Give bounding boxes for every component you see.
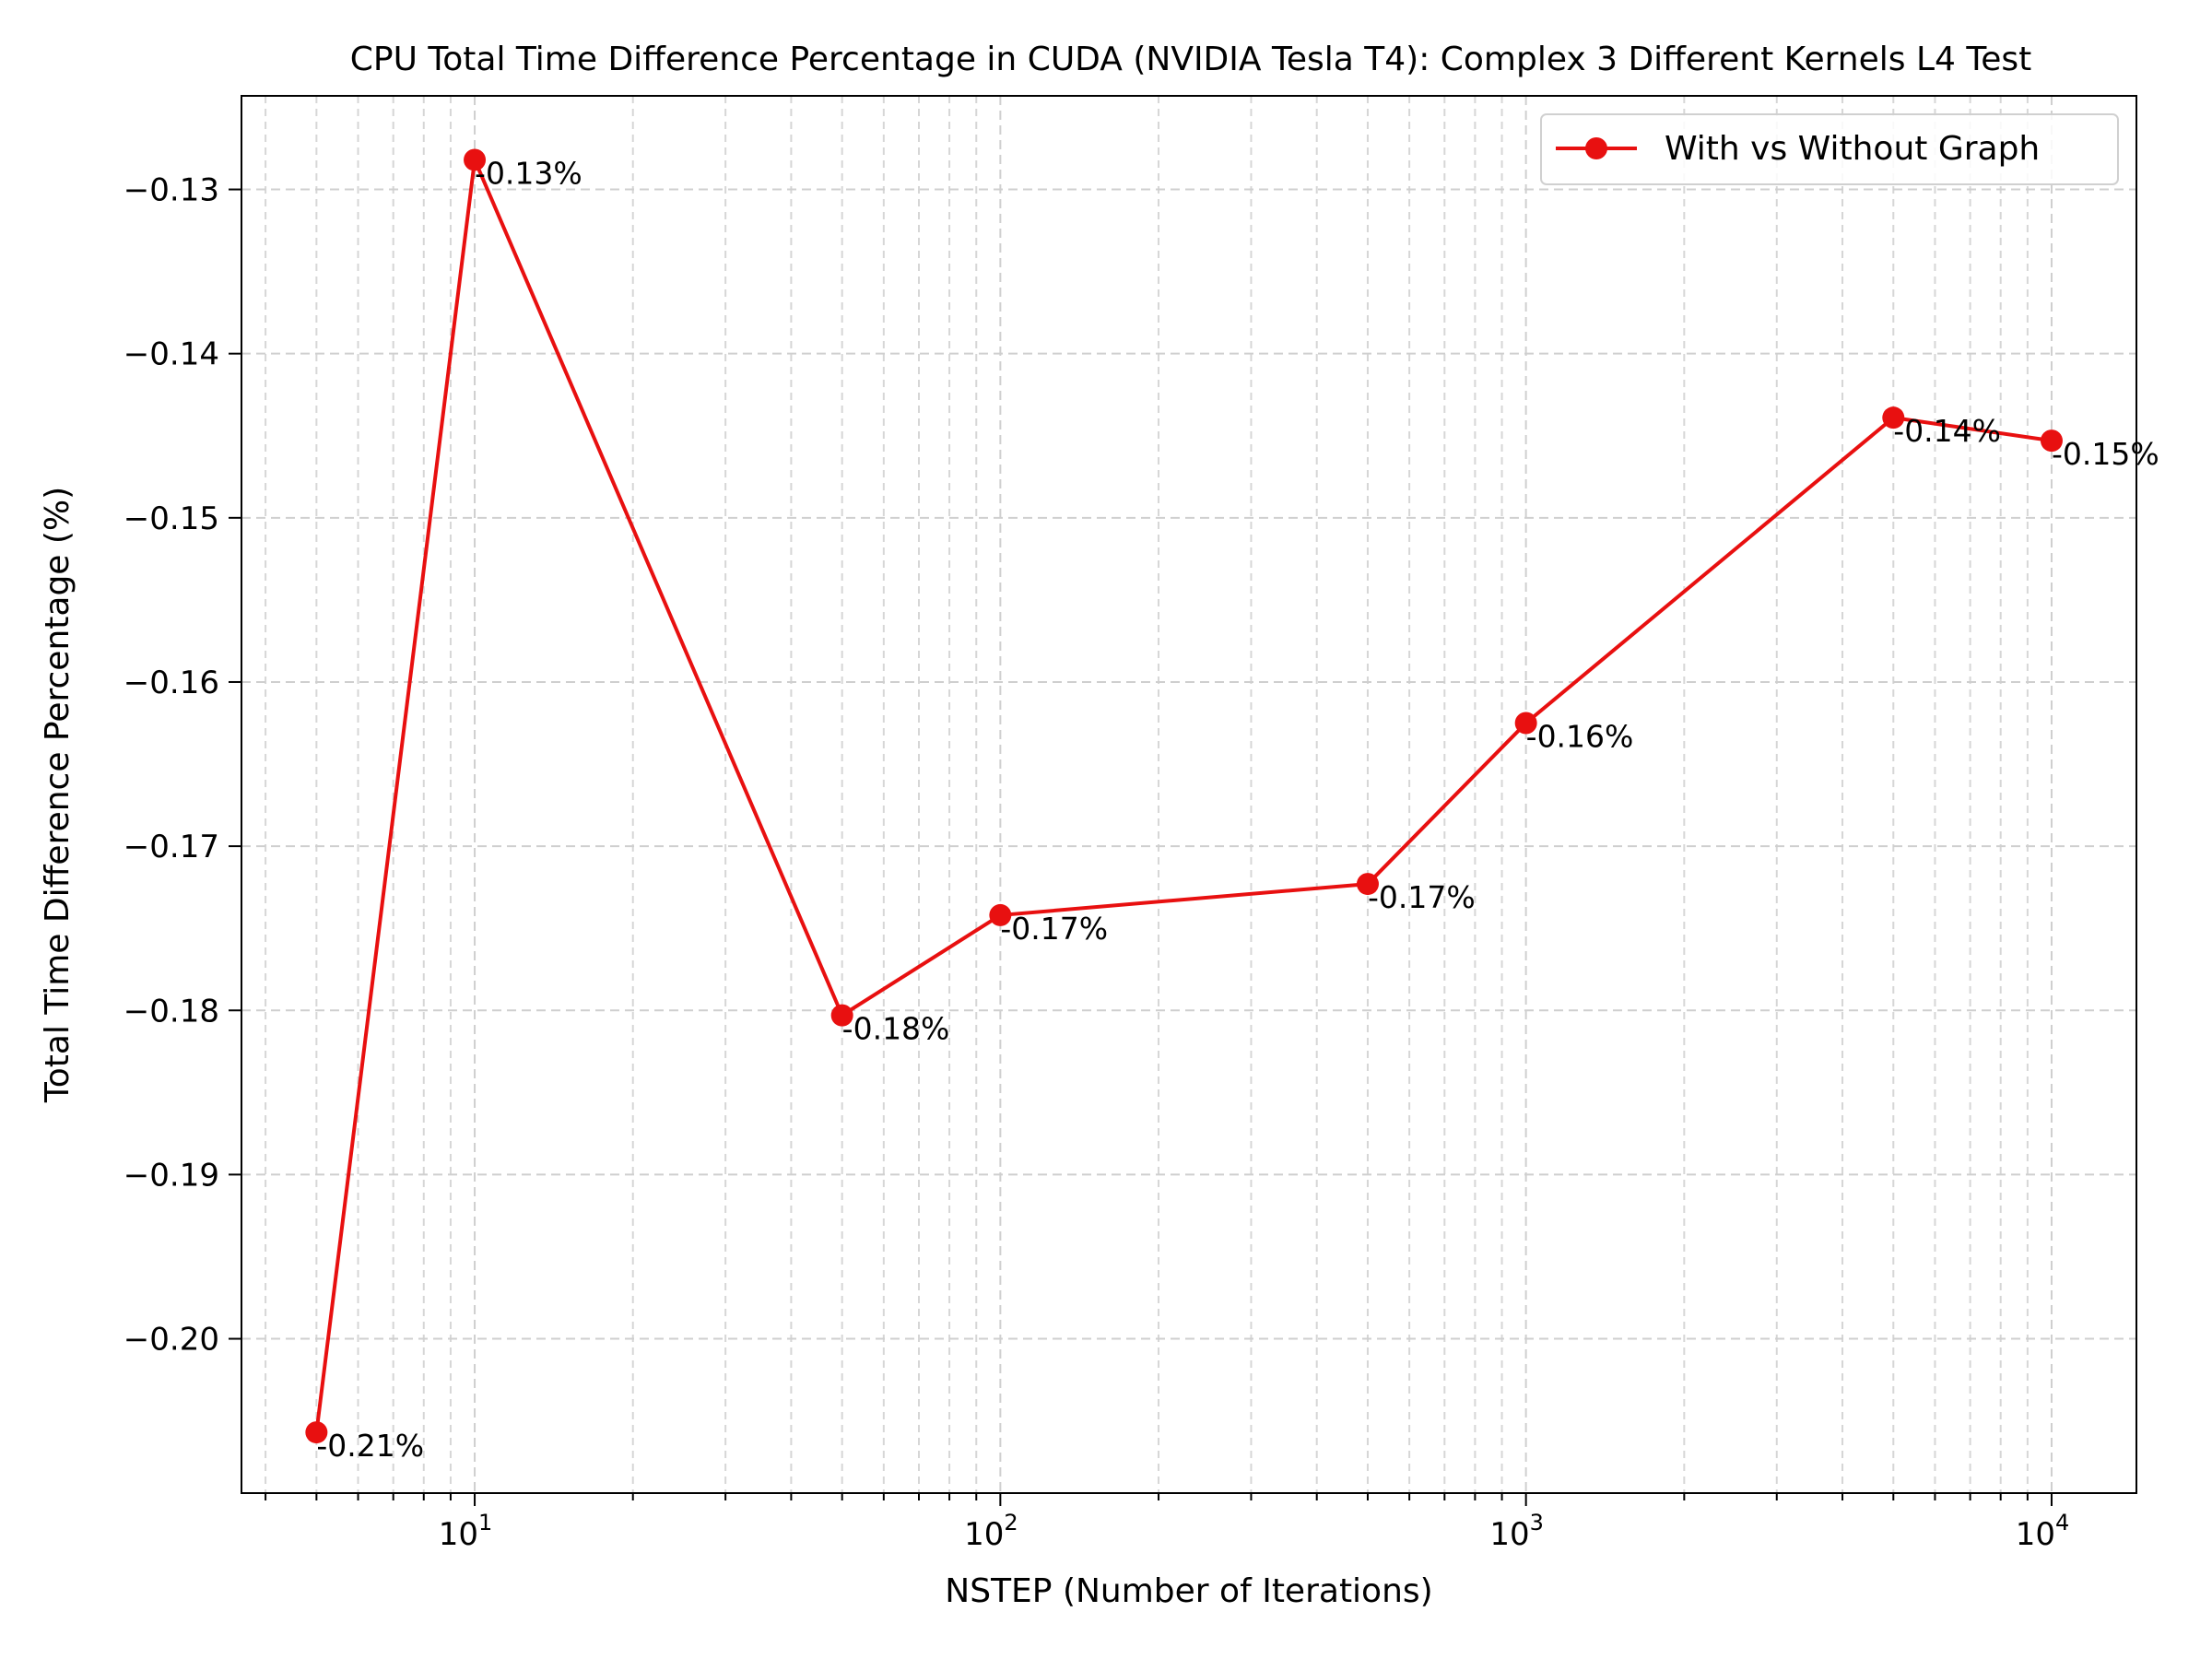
data-labels: -0.21% -0.13% -0.18% -0.17% -0.17% -0.16% -0.1… bbox=[316, 155, 2159, 1464]
x-tick-label: 103 bbox=[1489, 1510, 1544, 1553]
data-point-label: -0.21% bbox=[316, 1428, 424, 1464]
series-layer bbox=[305, 148, 2063, 1444]
legend-marker-swatch bbox=[1585, 137, 1607, 159]
data-point-marker bbox=[1514, 712, 1537, 735]
y-tick-label: −0.19 bbox=[124, 1157, 219, 1194]
legend-label: With vs Without Graph bbox=[1665, 130, 2040, 168]
y-tick-label: −0.13 bbox=[124, 172, 219, 209]
data-point-marker bbox=[989, 903, 1012, 926]
data-point-label: -0.14% bbox=[1893, 413, 2001, 449]
chart-title: CPU Total Time Difference Percentage in … bbox=[350, 41, 2032, 78]
grid-lines bbox=[241, 96, 2136, 1493]
data-point-label: -0.18% bbox=[842, 1011, 950, 1047]
y-tick-label: −0.18 bbox=[124, 993, 219, 1030]
series-line bbox=[314, 158, 2053, 1433]
x-tick-label: 104 bbox=[2016, 1510, 2070, 1553]
legend-box bbox=[1540, 113, 2119, 185]
plot-frame bbox=[241, 95, 2137, 1494]
legend: With vs Without Graph bbox=[1540, 113, 2119, 185]
x-axis-label: NSTEP (Number of Iterations) bbox=[945, 1572, 1432, 1610]
y-tick-label: −0.15 bbox=[124, 500, 219, 537]
data-point-marker bbox=[305, 1421, 328, 1444]
y-tick-label: −0.17 bbox=[124, 829, 219, 865]
y-axis-label: Total Time Difference Percentage (%) bbox=[39, 487, 76, 1103]
data-point-marker bbox=[464, 148, 487, 171]
y-tick-label: −0.20 bbox=[124, 1322, 219, 1359]
data-point-marker bbox=[1356, 873, 1379, 896]
x-tick-label: 102 bbox=[964, 1510, 1018, 1553]
data-point-marker bbox=[1882, 406, 1905, 429]
data-point-marker bbox=[830, 1004, 853, 1027]
data-point-label: -0.15% bbox=[2052, 436, 2159, 472]
data-point-label: -0.13% bbox=[475, 155, 582, 191]
x-tick-label: 101 bbox=[439, 1510, 493, 1553]
y-tick-label: −0.16 bbox=[124, 665, 219, 701]
data-point-label: -0.16% bbox=[1526, 719, 1634, 755]
axis-ticks: 101 102 103 104 −0.13 −0.14 −0.15 −0.16 −0.17 −0.… bbox=[124, 172, 2069, 1553]
data-point-label: -0.17% bbox=[1368, 879, 1476, 915]
data-point-label: -0.17% bbox=[1000, 911, 1108, 947]
y-tick-label: −0.14 bbox=[124, 336, 219, 373]
data-point-marker bbox=[2040, 429, 2063, 453]
